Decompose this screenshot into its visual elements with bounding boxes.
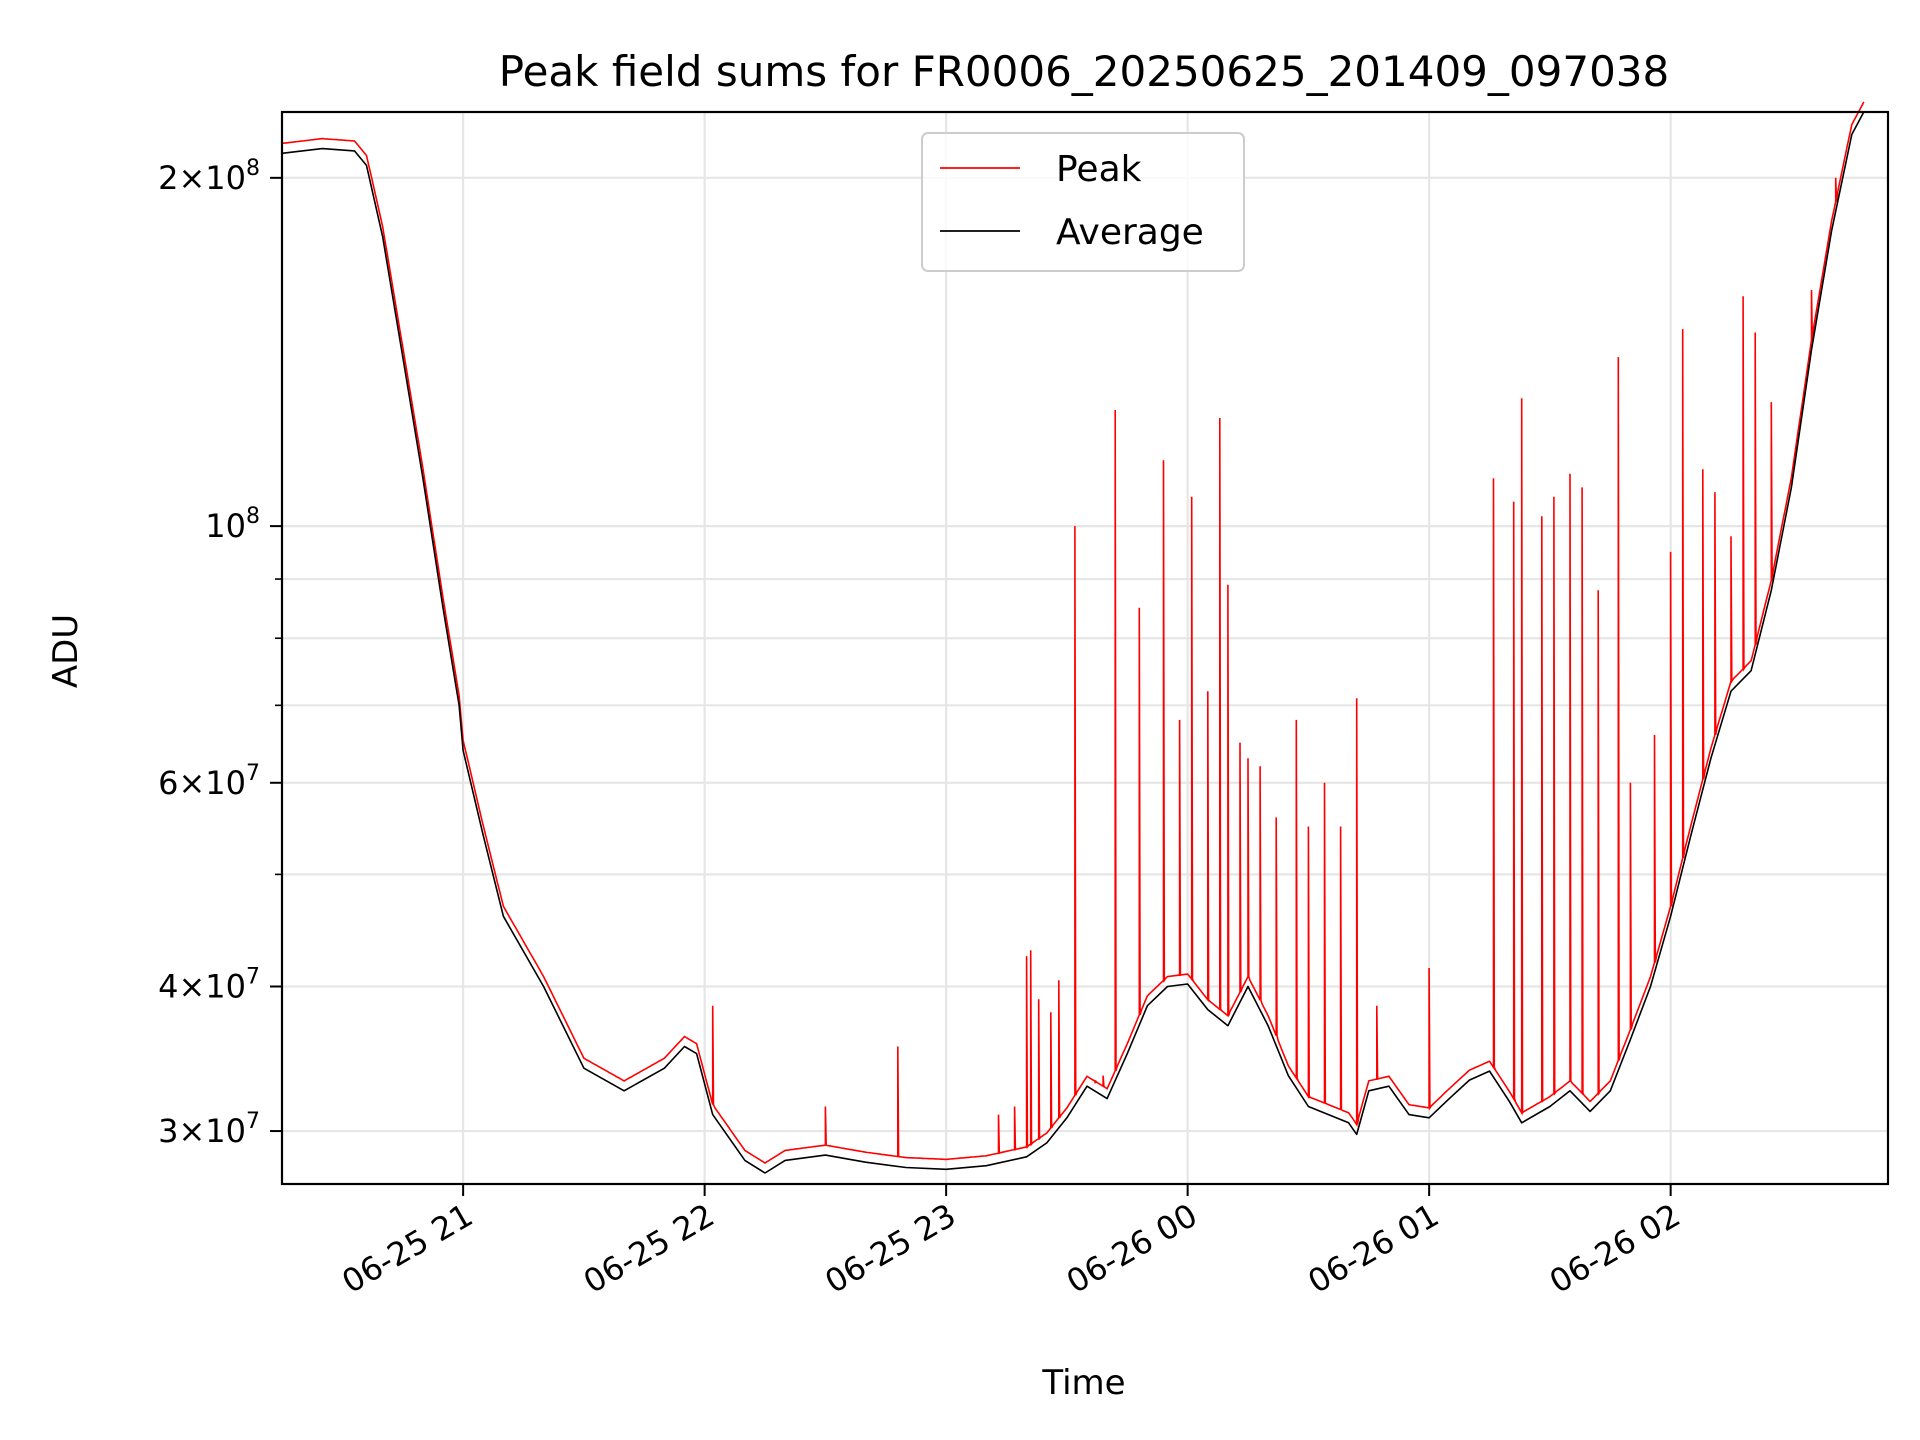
peak-series-line (281, 101, 1865, 1164)
legend-label: Average (1056, 212, 1204, 253)
axes-frame (280, 110, 1890, 1186)
legend: Peak Average (921, 132, 1245, 272)
y-tick-label: 4×107 (158, 965, 260, 1006)
average-series-line (281, 111, 1865, 1174)
y-tick-label: 108 (205, 504, 260, 545)
y-axis-ticks: 3×107 4×107 6×107 108 2×108 (158, 156, 282, 1150)
legend-label: Peak (1056, 149, 1142, 190)
chart-title: Peak field sums for FR0006_20250625_2014… (499, 47, 1669, 96)
y-tick-label: 2×108 (158, 156, 260, 197)
y-tick-label: 3×107 (158, 1109, 260, 1150)
y-axis-label: ADU (46, 614, 86, 688)
plot-area: 06-25 21 06-25 22 06-25 23 06-26 00 06-26 01… (158, 101, 1890, 1301)
y-tick-label: 6×107 (158, 761, 260, 802)
x-axis-label: Time (1041, 1363, 1125, 1403)
plot-background (282, 112, 1888, 1184)
